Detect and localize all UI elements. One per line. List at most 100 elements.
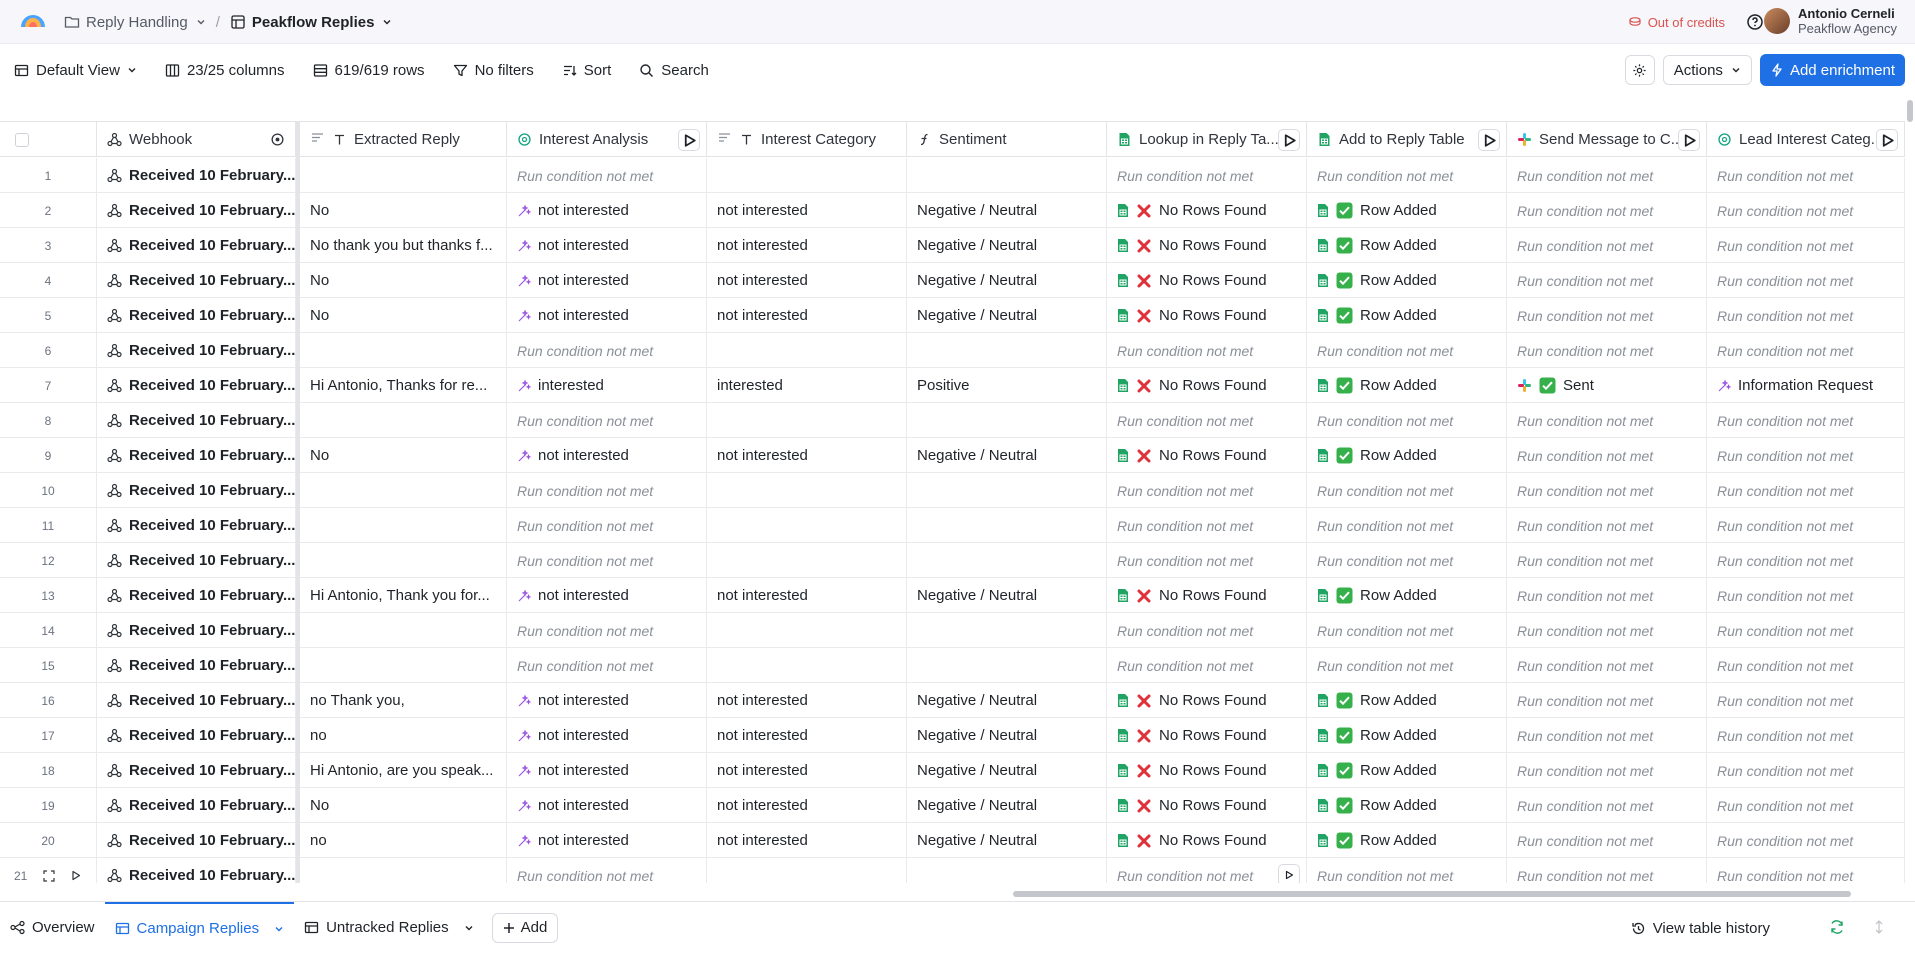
credits-status[interactable]: Out of credits	[1628, 0, 1725, 44]
lead-interest-cell[interactable]: Run condition not met	[1707, 683, 1905, 718]
sentiment-cell[interactable]: Negative / Neutral	[907, 438, 1107, 473]
extracted-reply-cell[interactable]	[300, 403, 507, 438]
help-icon[interactable]	[1745, 12, 1765, 32]
extracted-reply-cell[interactable]: No	[300, 263, 507, 298]
interest-analysis-cell[interactable]: not interested	[507, 823, 707, 858]
sort-button[interactable]: Sort	[548, 52, 626, 88]
interest-analysis-cell[interactable]: interested	[507, 368, 707, 403]
view-history-button[interactable]: View table history	[1631, 902, 1770, 954]
interest-analysis-cell[interactable]: Run condition not met	[507, 333, 707, 368]
extracted-reply-cell[interactable]	[300, 543, 507, 578]
breadcrumb-current[interactable]: Peakflow Replies	[230, 14, 393, 31]
extracted-reply-cell[interactable]	[300, 613, 507, 648]
add-enrichment-button[interactable]: Add enrichment	[1759, 54, 1905, 86]
table-row[interactable]: 7 Received 10 February... Hi Antonio, Than…	[0, 368, 1905, 403]
webhook-cell[interactable]: Received 10 February...	[97, 193, 296, 228]
interest-analysis-cell[interactable]: Run condition not met	[507, 508, 707, 543]
webhook-cell[interactable]: Received 10 February...	[97, 718, 296, 753]
interest-category-cell[interactable]: not interested	[707, 438, 907, 473]
webhook-cell[interactable]: Received 10 February...	[97, 438, 296, 473]
add-to-reply-cell[interactable]: Run condition not met	[1307, 613, 1507, 648]
table-row[interactable]: 2 Received 10 February... No not interested…	[0, 193, 1905, 228]
interest-category-cell[interactable]	[707, 543, 907, 578]
horizontal-scrollbar[interactable]	[1013, 891, 1851, 897]
column-header[interactable]: Add to Reply Table	[1307, 122, 1507, 157]
add-to-reply-cell[interactable]: Run condition not met	[1307, 508, 1507, 543]
send-message-cell[interactable]: Run condition not met	[1507, 648, 1707, 683]
sentiment-cell[interactable]: Negative / Neutral	[907, 263, 1107, 298]
lookup-cell[interactable]: Run condition not met	[1107, 858, 1307, 883]
sentiment-cell[interactable]: Negative / Neutral	[907, 718, 1107, 753]
table-row[interactable]: 8 Received 10 February... Run condition no…	[0, 403, 1905, 438]
interest-category-cell[interactable]	[707, 333, 907, 368]
run-cell-button[interactable]	[1278, 864, 1300, 883]
column-header[interactable]: Interest Analysis	[507, 122, 707, 157]
send-message-cell[interactable]: Run condition not met	[1507, 158, 1707, 193]
sentiment-cell[interactable]	[907, 473, 1107, 508]
interest-analysis-cell[interactable]: Run condition not met	[507, 543, 707, 578]
breadcrumb-parent[interactable]: Reply Handling	[64, 14, 206, 31]
extracted-reply-cell[interactable]: No	[300, 788, 507, 823]
interest-analysis-cell[interactable]: Run condition not met	[507, 473, 707, 508]
send-message-cell[interactable]: Run condition not met	[1507, 578, 1707, 613]
extracted-reply-cell[interactable]	[300, 473, 507, 508]
lookup-cell[interactable]: No Rows Found	[1107, 368, 1307, 403]
select-all-checkbox[interactable]	[15, 132, 29, 147]
send-message-cell[interactable]: Run condition not met	[1507, 718, 1707, 753]
interest-analysis-cell[interactable]: Run condition not met	[507, 858, 707, 883]
lookup-cell[interactable]: No Rows Found	[1107, 753, 1307, 788]
lead-interest-cell[interactable]: Run condition not met	[1707, 263, 1905, 298]
add-to-reply-cell[interactable]: Run condition not met	[1307, 858, 1507, 883]
tab-campaign-replies[interactable]: Campaign Replies	[104, 901, 295, 954]
sentiment-cell[interactable]	[907, 613, 1107, 648]
add-to-reply-cell[interactable]: Row Added	[1307, 753, 1507, 788]
lead-interest-cell[interactable]: Run condition not met	[1707, 438, 1905, 473]
run-column-button[interactable]	[1478, 129, 1500, 151]
table-row[interactable]: 12 Received 10 February... Run condition n…	[0, 543, 1905, 578]
extracted-reply-cell[interactable]: No	[300, 298, 507, 333]
run-column-button[interactable]	[1678, 129, 1700, 151]
lookup-cell[interactable]: Run condition not met	[1107, 613, 1307, 648]
webhook-cell[interactable]: Received 10 February...	[97, 508, 296, 543]
interest-category-cell[interactable]	[707, 158, 907, 193]
send-message-cell[interactable]: Run condition not met	[1507, 613, 1707, 648]
run-column-button[interactable]	[1876, 129, 1898, 151]
column-header[interactable]: Send Message to C...	[1507, 122, 1707, 157]
run-row-icon[interactable]	[71, 870, 81, 881]
add-to-reply-cell[interactable]: Row Added	[1307, 718, 1507, 753]
interest-analysis-cell[interactable]: Run condition not met	[507, 613, 707, 648]
interest-category-cell[interactable]	[707, 473, 907, 508]
extracted-reply-cell[interactable]	[300, 858, 507, 883]
column-header[interactable]: Extracted Reply	[300, 122, 507, 157]
add-to-reply-cell[interactable]: Row Added	[1307, 193, 1507, 228]
sentiment-cell[interactable]: Negative / Neutral	[907, 193, 1107, 228]
sentiment-cell[interactable]	[907, 858, 1107, 883]
table-row[interactable]: 17 Received 10 February... no not intereste…	[0, 718, 1905, 753]
table-row[interactable]: 19 Received 10 February... No not intereste…	[0, 788, 1905, 823]
view-selector[interactable]: Default View	[0, 52, 151, 88]
add-to-reply-cell[interactable]: Run condition not met	[1307, 648, 1507, 683]
tab-overview[interactable]: Overview	[0, 902, 105, 954]
column-header[interactable]: Lookup in Reply Ta...	[1107, 122, 1307, 157]
table-row[interactable]: 11 Received 10 February... Run condition n…	[0, 508, 1905, 543]
add-tab-button[interactable]: Add	[491, 912, 559, 943]
table-row[interactable]: 9 Received 10 February... No not interested…	[0, 438, 1905, 473]
interest-analysis-cell[interactable]: not interested	[507, 193, 707, 228]
extracted-reply-cell[interactable]: No	[300, 438, 507, 473]
interest-category-cell[interactable]: not interested	[707, 263, 907, 298]
lookup-cell[interactable]: No Rows Found	[1107, 683, 1307, 718]
lead-interest-cell[interactable]: Run condition not met	[1707, 648, 1905, 683]
lead-interest-cell[interactable]: Run condition not met	[1707, 333, 1905, 368]
interest-category-cell[interactable]	[707, 648, 907, 683]
lead-interest-cell[interactable]: Run condition not met	[1707, 228, 1905, 263]
extracted-reply-cell[interactable]: Hi Antonio, Thanks for re...	[300, 368, 507, 403]
extracted-reply-cell[interactable]	[300, 648, 507, 683]
send-message-cell[interactable]: Run condition not met	[1507, 753, 1707, 788]
sentiment-cell[interactable]	[907, 508, 1107, 543]
lead-interest-cell[interactable]: Run condition not met	[1707, 473, 1905, 508]
interest-category-cell[interactable]	[707, 613, 907, 648]
columns-button[interactable]: 23/25 columns	[151, 52, 299, 88]
add-to-reply-cell[interactable]: Row Added	[1307, 368, 1507, 403]
lookup-cell[interactable]: Run condition not met	[1107, 158, 1307, 193]
lookup-cell[interactable]: No Rows Found	[1107, 298, 1307, 333]
